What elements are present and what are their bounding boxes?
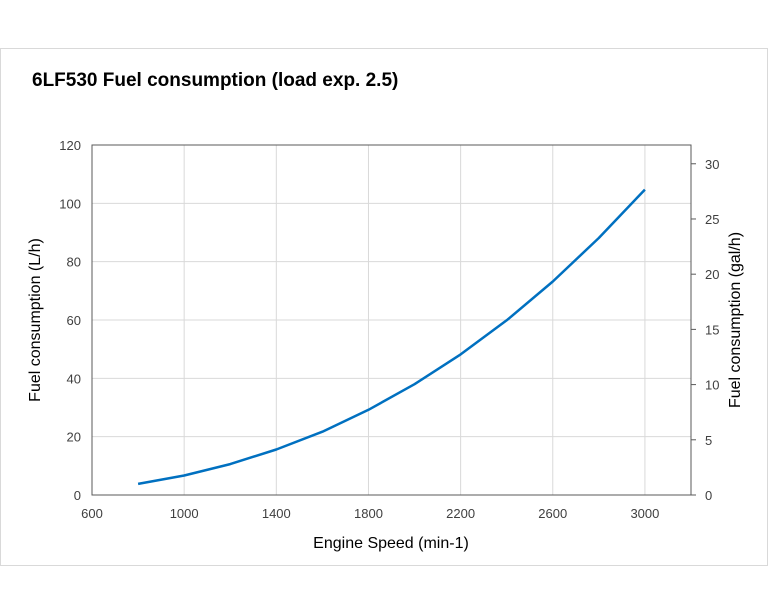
- y2-tick-label: 20: [705, 267, 719, 282]
- y-tick-label: 40: [67, 371, 81, 386]
- x-tick-label: 600: [81, 506, 103, 521]
- y-axis-label: Fuel consumption (L/h): [27, 238, 44, 402]
- y2-tick-label: 25: [705, 212, 719, 227]
- y-tick-label: 60: [67, 313, 81, 328]
- y-tick-label: 100: [59, 196, 81, 211]
- y2-tick-label: 30: [705, 157, 719, 172]
- y-tick-label: 0: [74, 488, 81, 503]
- x-tick-label: 2200: [446, 506, 475, 521]
- y2-axis-label: Fuel consumption (gal/h): [727, 232, 744, 408]
- y2-tick-label: 5: [705, 433, 712, 448]
- fuel-consumption-line: [137, 188, 646, 486]
- x-tick-label: 2600: [538, 506, 567, 521]
- x-tick-label: 1800: [354, 506, 383, 521]
- y2-tick-label: 15: [705, 322, 719, 337]
- x-tick-label: 3000: [630, 506, 659, 521]
- x-tick-label: 1400: [262, 506, 291, 521]
- y-tick-label: 80: [67, 255, 81, 270]
- x-axis-label: Engine Speed (min-1): [313, 535, 469, 552]
- y2-tick-label: 0: [705, 488, 712, 503]
- x-tick-label: 1000: [170, 506, 199, 521]
- plot-border: [91, 144, 692, 496]
- chart-title: 6LF530 Fuel consumption (load exp. 2.5): [32, 70, 399, 91]
- y2-tick-label: 10: [705, 378, 719, 393]
- y-tick-label: 120: [59, 138, 81, 153]
- y-tick-label: 20: [67, 430, 81, 445]
